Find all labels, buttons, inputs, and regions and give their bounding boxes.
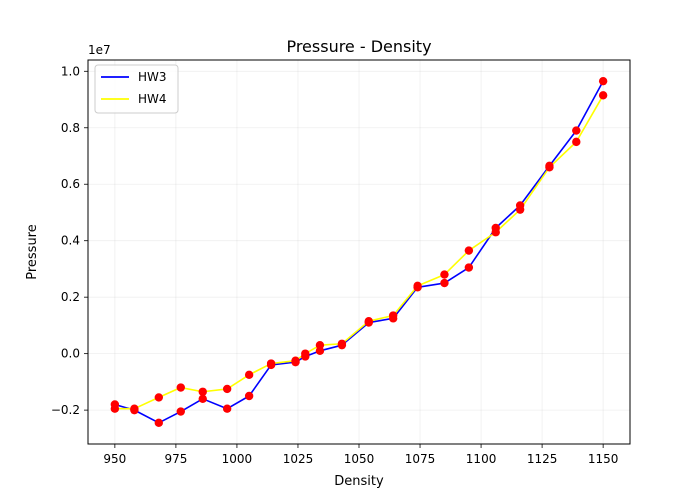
data-point-hw4 (301, 349, 310, 358)
data-point-hw4 (222, 384, 232, 394)
x-tick-label: 975 (164, 452, 187, 466)
data-point-hw4 (464, 246, 474, 255)
grid-lines (88, 60, 630, 444)
y-tick-label: 0.4 (61, 234, 80, 248)
data-point-hw4 (440, 270, 449, 279)
data-point-hw3 (440, 278, 449, 288)
data-point-hw4 (413, 281, 422, 291)
data-point-hw4 (266, 359, 276, 368)
data-point-hw3 (198, 394, 207, 404)
data-point-hw3 (244, 391, 254, 401)
data-markers (110, 76, 608, 428)
data-point-hw4 (515, 205, 525, 214)
y-tick-label: 0.2 (61, 290, 80, 304)
series-lines (114, 80, 604, 424)
chart-title: Pressure - Density (286, 37, 431, 56)
data-point-hw4 (291, 356, 300, 365)
data-point-hw4 (130, 404, 139, 413)
data-point-hw4 (337, 339, 347, 348)
x-tick-label: 1050 (344, 452, 375, 466)
x-tick-label: 1025 (283, 452, 314, 466)
y-axis-offset-text: 1e7 (88, 43, 111, 57)
data-point-hw3 (598, 76, 608, 86)
data-point-hw4 (198, 387, 207, 396)
y-tick-label: 1.0 (61, 64, 80, 78)
y-tick-label: 0.0 (61, 347, 80, 361)
data-point-hw4 (572, 137, 581, 147)
legend-label-hw3: HW3 (138, 70, 167, 84)
legend: HW3 HW4 (94, 64, 179, 114)
data-point-hw4 (176, 383, 185, 392)
x-tick-label: 950 (103, 452, 126, 466)
data-point-hw3 (572, 126, 581, 135)
data-point-hw4 (315, 340, 325, 350)
x-axis-label: Density (334, 474, 384, 489)
y-axis-ticks: −0.2 0.0 0.2 0.4 0.6 0.8 1.0 (51, 64, 88, 417)
data-point-hw3 (154, 418, 164, 428)
data-point-hw4 (545, 163, 554, 172)
data-point-hw4 (364, 316, 373, 326)
data-point-hw3 (176, 407, 185, 416)
x-tick-label: 1100 (466, 452, 497, 466)
x-tick-label: 1150 (588, 452, 619, 466)
data-point-hw4 (598, 91, 608, 100)
data-point-hw4 (388, 311, 398, 320)
x-tick-label: 1000 (222, 452, 253, 466)
data-point-hw3 (222, 404, 232, 413)
y-tick-label: −0.2 (51, 403, 80, 417)
series-line-hw4 (114, 94, 604, 410)
data-point-hw4 (154, 393, 164, 402)
data-point-hw4 (244, 370, 254, 380)
y-axis-label: Pressure (25, 224, 40, 280)
y-tick-label: 0.6 (61, 177, 80, 191)
y-tick-label: 0.8 (61, 121, 80, 135)
x-tick-label: 1075 (405, 452, 436, 466)
series-line-hw3 (114, 80, 604, 424)
data-point-hw3 (464, 263, 474, 272)
x-axis-ticks: 950 975 1000 1025 1050 1075 1100 1125 1150 (103, 444, 618, 466)
data-point-hw4 (110, 404, 120, 413)
x-tick-label: 1125 (527, 452, 558, 466)
legend-label-hw4: HW4 (138, 92, 167, 106)
data-point-hw4 (491, 228, 500, 237)
